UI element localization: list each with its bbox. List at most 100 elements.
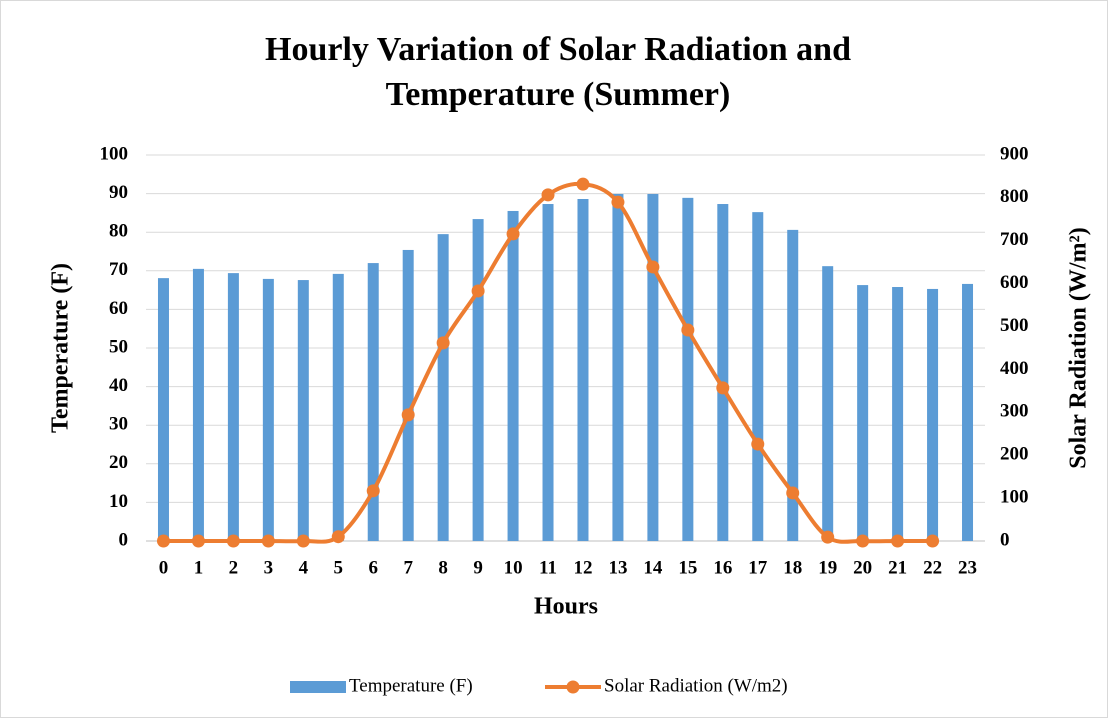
bar <box>402 249 414 541</box>
line-marker <box>261 534 275 548</box>
line-marker <box>856 534 870 548</box>
bar <box>157 278 169 541</box>
legend-label: Temperature (F) <box>349 675 473 696</box>
bar <box>472 219 484 542</box>
legend-swatch <box>290 681 346 693</box>
line-marker <box>401 408 415 422</box>
bar <box>297 280 309 541</box>
y2-tick-label: 200 <box>1000 444 1029 465</box>
x-tick-label: 14 <box>643 557 663 578</box>
x-tick-label: 1 <box>194 557 204 578</box>
line-marker <box>611 195 625 209</box>
bar <box>262 278 274 541</box>
line-marker <box>331 530 345 544</box>
line-marker <box>541 188 555 202</box>
line-marker <box>226 534 240 548</box>
line-marker <box>506 227 520 241</box>
line-marker <box>926 534 940 548</box>
y2-tick-label: 600 <box>1000 272 1029 293</box>
line-marker <box>296 534 310 548</box>
x-tick-label: 21 <box>888 557 907 578</box>
x-tick-label: 16 <box>713 557 732 578</box>
bar <box>192 268 204 541</box>
x-tick-label: 8 <box>438 557 448 578</box>
y2-axis-label: Solar Radiation (W/m²) <box>1066 227 1092 468</box>
line-marker <box>716 381 730 395</box>
line-marker <box>681 323 695 337</box>
x-tick-label: 17 <box>748 557 768 578</box>
y2-tick-label: 300 <box>1000 401 1029 422</box>
x-tick-label: 11 <box>539 557 557 578</box>
x-tick-label: 7 <box>403 557 413 578</box>
y-tick-label: 90 <box>109 182 128 203</box>
x-tick-label: 20 <box>853 557 872 578</box>
y-tick-label: 80 <box>109 221 128 242</box>
x-tick-label: 23 <box>958 557 977 578</box>
line-marker <box>156 534 170 548</box>
y-tick-label: 30 <box>109 414 128 435</box>
y-tick-label: 70 <box>109 259 128 280</box>
y2-tick-label: 800 <box>1000 186 1029 207</box>
x-tick-label: 5 <box>334 557 344 578</box>
x-tick-label: 19 <box>818 557 837 578</box>
x-tick-label: 2 <box>229 557 239 578</box>
line-marker <box>436 336 450 350</box>
bar <box>227 273 239 541</box>
line-marker <box>366 484 380 498</box>
x-tick-label: 12 <box>573 557 592 578</box>
x-tick-label: 10 <box>504 557 523 578</box>
bar <box>647 193 659 541</box>
x-axis-label: Hours <box>534 594 598 620</box>
bar <box>612 193 624 541</box>
x-tick-label: 15 <box>678 557 697 578</box>
x-tick-label: 22 <box>923 557 942 578</box>
chart-title: Hourly Variation of Solar Radiation and <box>265 31 851 68</box>
y-tick-label: 40 <box>109 375 128 396</box>
y2-tick-label: 0 <box>1000 529 1010 550</box>
y2-tick-label: 900 <box>1000 143 1029 164</box>
line-marker <box>191 534 205 548</box>
bar <box>927 288 939 541</box>
bar <box>962 283 974 541</box>
x-tick-label: 9 <box>473 557 483 578</box>
line-marker <box>471 284 485 298</box>
bar <box>822 266 834 541</box>
bar <box>332 273 344 541</box>
bar <box>542 204 554 541</box>
legend-swatch <box>566 680 580 694</box>
chart-title: Temperature (Summer) <box>386 76 731 113</box>
bar <box>682 197 694 541</box>
line-marker <box>786 486 800 500</box>
y-tick-label: 50 <box>109 336 128 357</box>
line-marker <box>576 177 590 191</box>
y2-tick-label: 700 <box>1000 229 1029 250</box>
line-marker <box>821 530 835 544</box>
bar <box>857 285 869 541</box>
x-tick-label: 6 <box>368 557 378 578</box>
bar <box>717 204 729 541</box>
legend-label: Solar Radiation (W/m2) <box>604 675 788 696</box>
bar <box>892 287 904 541</box>
bar <box>752 212 764 542</box>
bar <box>367 263 379 541</box>
bar <box>507 210 519 541</box>
y2-tick-label: 100 <box>1000 486 1029 507</box>
y2-tick-label: 500 <box>1000 315 1029 336</box>
x-tick-label: 0 <box>159 557 169 578</box>
line-marker <box>891 534 905 548</box>
y-tick-label: 20 <box>109 452 128 473</box>
line-marker <box>646 260 660 274</box>
y-tick-label: 60 <box>109 298 128 319</box>
y2-tick-label: 400 <box>1000 358 1029 379</box>
y-tick-label: 0 <box>119 529 129 550</box>
x-tick-label: 4 <box>299 557 309 578</box>
x-tick-label: 18 <box>783 557 802 578</box>
x-tick-label: 3 <box>264 557 274 578</box>
x-tick-label: 13 <box>608 557 627 578</box>
y-tick-label: 100 <box>100 143 129 164</box>
bar <box>577 199 589 541</box>
y-tick-label: 10 <box>109 491 128 512</box>
bar <box>787 229 799 541</box>
